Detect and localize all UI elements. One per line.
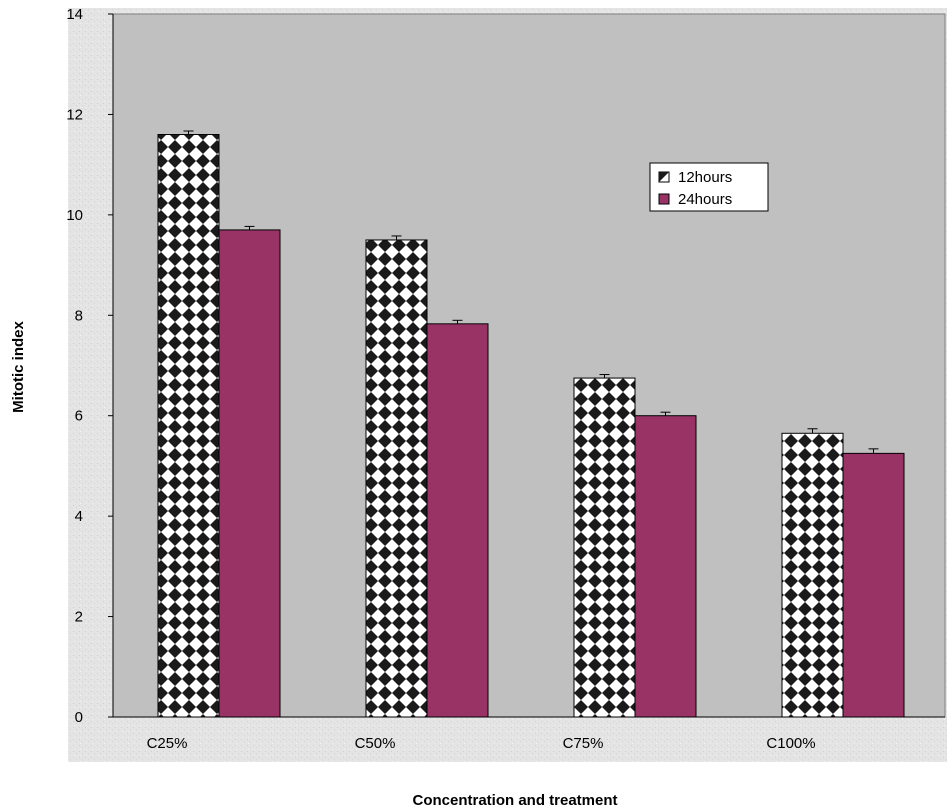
y-tick-label: 0 <box>75 709 83 726</box>
legend-label-24hours: 24hours <box>678 191 732 208</box>
bar-24hours-C50% <box>426 323 489 718</box>
y-axis: 0 2 4 6 8 10 12 14 <box>66 6 114 726</box>
y-tick-label: 14 <box>66 6 83 23</box>
bar-24hours-C75% <box>634 415 697 718</box>
bar-12hours-C75% <box>573 377 636 718</box>
bars <box>157 130 905 718</box>
legend-box <box>649 162 769 212</box>
legend-swatch-pattern <box>659 172 669 182</box>
y-tick-label: 8 <box>75 307 83 324</box>
y-tick-label: 6 <box>75 408 83 425</box>
legend-label-12hours: 12hours <box>678 169 732 186</box>
bar-24hours-C25% <box>218 229 281 718</box>
bar-12hours-C50% <box>365 239 428 718</box>
x-tick-label: C50% <box>355 735 396 752</box>
y-tick-label: 2 <box>75 609 83 626</box>
x-tick-label: C75% <box>563 735 604 752</box>
x-axis-title: Concentration and treatment <box>412 792 617 809</box>
bar-24hours-C100% <box>842 452 905 718</box>
bar-12hours-C25% <box>157 134 220 718</box>
y-tick-label: 4 <box>75 508 83 525</box>
bar-12hours-C100% <box>781 432 844 718</box>
legend-swatch-24hours <box>658 193 670 205</box>
y-axis-title: Mitotic index <box>10 321 27 413</box>
y-tick-label: 10 <box>66 207 83 224</box>
y-tick-label: 12 <box>66 106 83 123</box>
x-tick-label: C100% <box>766 735 815 752</box>
legend: 12hours 24hours <box>649 162 769 212</box>
x-tick-label: C25% <box>147 735 188 752</box>
